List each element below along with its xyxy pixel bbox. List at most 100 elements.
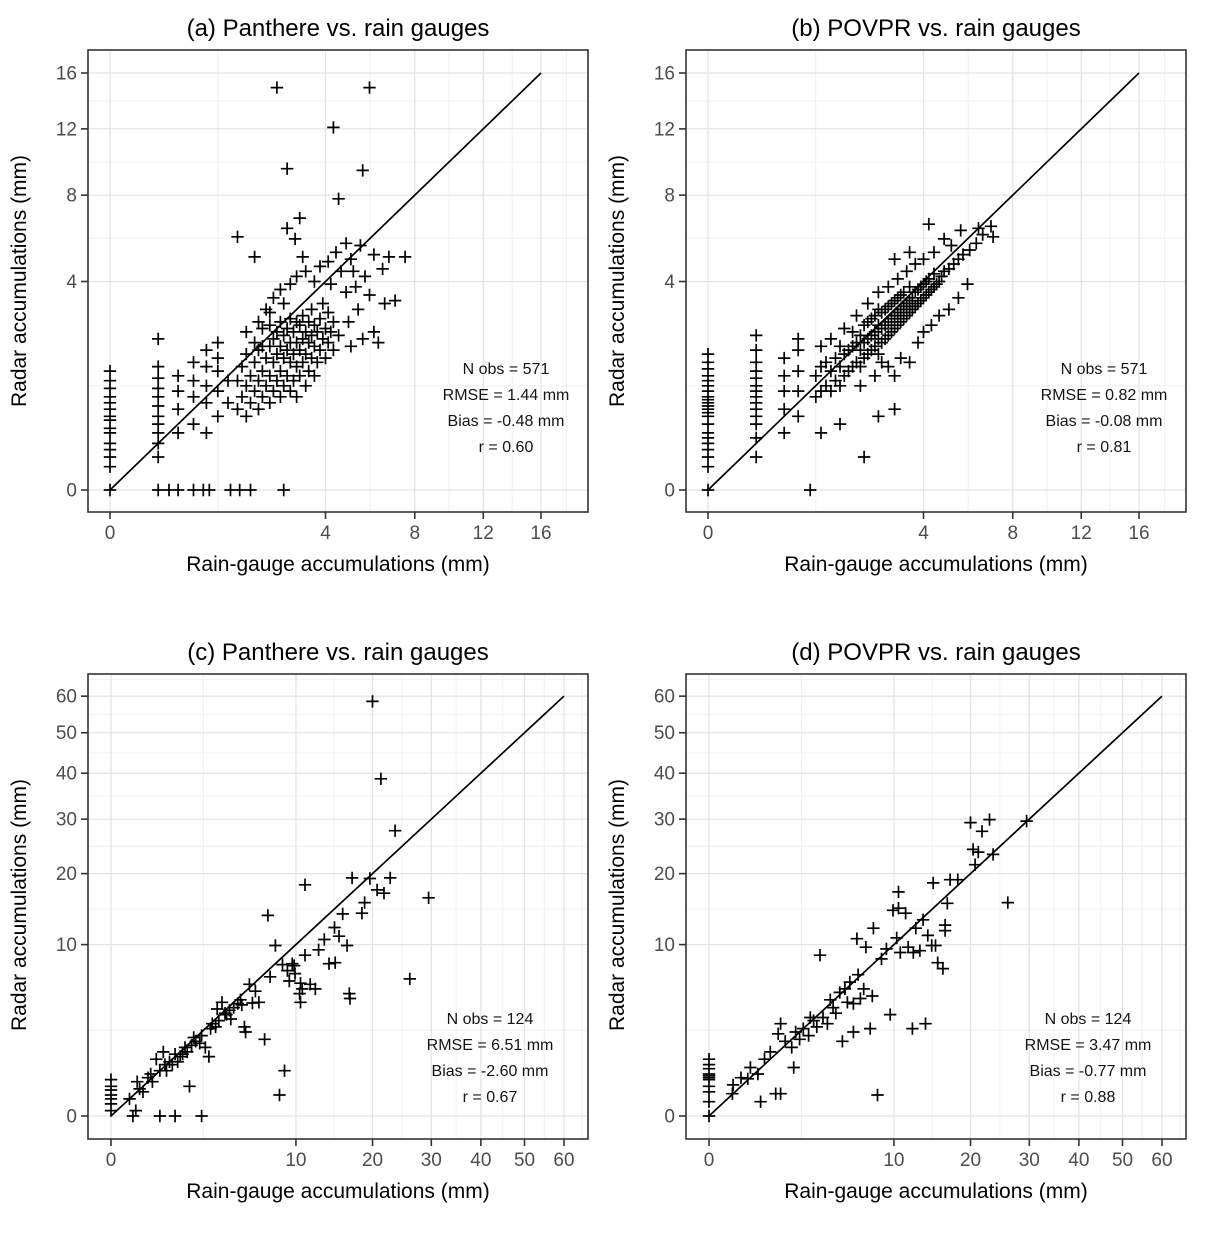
panel-c-plot-area: 0 0 10 10 20 20 30 30 40 40 50 50 60 60 [56, 673, 589, 1171]
x-tick-label: 0 [703, 523, 714, 544]
y-tick-label: 4 [664, 272, 675, 293]
x-tick-label: 50 [514, 1150, 535, 1171]
y-tick-label: 20 [56, 864, 77, 885]
y-tick-label: 12 [654, 119, 675, 140]
y-tick-label: 8 [664, 186, 675, 207]
stat-r: r = 0.67 [463, 1089, 518, 1106]
panel-b-title: (b) POVPR vs. rain gauges [791, 15, 1080, 42]
panel-d-x-axis-title: Rain-gauge accumulations (mm) [784, 1180, 1087, 1203]
stat-rmse: RMSE = 3.47 mm [1025, 1037, 1152, 1054]
stat-bias: Bias = -2.60 mm [432, 1063, 549, 1080]
x-tick-label: 30 [1019, 1150, 1040, 1171]
y-tick-label: 4 [66, 272, 77, 293]
x-tick-label: 8 [409, 523, 420, 544]
panel-border [685, 673, 1187, 1140]
stat-n-obs: N obs = 571 [463, 361, 550, 378]
stat-bias: Bias = -0.48 mm [448, 413, 565, 430]
panel-d-title: (d) POVPR vs. rain gauges [791, 639, 1080, 666]
panel-a-stats-annotation: N obs = 571 RMSE = 1.44 mm Bias = -0.48 … [443, 361, 570, 456]
stat-r: r = 0.60 [479, 439, 534, 456]
x-tick-label: 0 [106, 1150, 117, 1171]
data-points [701, 218, 1000, 497]
x-tick-label: 4 [918, 523, 929, 544]
y-tick-label: 50 [56, 723, 77, 744]
panel-b-plot: (b) POVPR vs. rain gauges Radar accumula… [606, 15, 1187, 576]
y-tick-label: 30 [654, 810, 675, 831]
y-tick-label: 0 [664, 1107, 675, 1128]
panel-c: (c) Panthere vs. rain gauges Radar accum… [8, 630, 592, 1204]
stat-rmse: RMSE = 6.51 mm [427, 1037, 554, 1054]
x-tick-label: 40 [470, 1150, 491, 1171]
y-tick-label: 10 [654, 935, 675, 956]
y-tick-label: 20 [654, 864, 675, 885]
x-tick-label: 4 [320, 523, 331, 544]
x-tick-label: 0 [704, 1150, 715, 1171]
stat-r: r = 0.88 [1061, 1089, 1116, 1106]
panel-a-title: (a) Panthere vs. rain gauges [187, 15, 490, 42]
x-tick-label: 16 [530, 523, 551, 544]
data-points [103, 81, 412, 497]
data-points [702, 813, 1033, 1123]
panel-c-title: (c) Panthere vs. rain gauges [187, 639, 489, 666]
panel-a-x-axis-title: Rain-gauge accumulations (mm) [186, 553, 489, 576]
x-tick-label: 60 [1151, 1150, 1172, 1171]
stat-n-obs: N obs = 124 [1045, 1011, 1132, 1028]
stat-r: r = 0.81 [1077, 439, 1132, 456]
y-tick-label: 16 [654, 64, 675, 85]
y-tick-label: 12 [56, 119, 77, 140]
y-tick-label: 0 [66, 481, 77, 502]
y-tick-label: 60 [654, 687, 675, 708]
stat-n-obs: N obs = 124 [447, 1011, 534, 1028]
y-tick-label: 60 [56, 687, 77, 708]
panel-a-plot: (a) Panthere vs. rain gauges Radar accum… [8, 15, 589, 576]
y-tick-label: 16 [56, 64, 77, 85]
panel-c-x-axis-title: Rain-gauge accumulations (mm) [186, 1180, 489, 1203]
panel-d-stats-annotation: N obs = 124 RMSE = 3.47 mm Bias = -0.77 … [1025, 1011, 1152, 1106]
panel-d-plot-area: 0 0 10 10 20 20 30 30 40 40 50 50 60 60 [654, 673, 1187, 1171]
x-tick-label: 10 [285, 1150, 306, 1171]
x-tick-label: 12 [1071, 523, 1092, 544]
x-tick-label: 60 [553, 1150, 574, 1171]
y-tick-label: 10 [56, 935, 77, 956]
panel-b: (b) POVPR vs. rain gauges Radar accumula… [606, 6, 1190, 580]
stat-n-obs: N obs = 571 [1061, 361, 1148, 378]
y-tick-label: 50 [654, 723, 675, 744]
x-tick-label: 10 [883, 1150, 904, 1171]
data-points [104, 695, 435, 1123]
y-tick-label: 0 [664, 481, 675, 502]
panel-d-y-axis-title: Radar accumulations (mm) [606, 779, 629, 1031]
x-tick-label: 12 [473, 523, 494, 544]
y-tick-label: 0 [66, 1107, 77, 1128]
panel-c-stats-annotation: N obs = 124 RMSE = 6.51 mm Bias = -2.60 … [427, 1011, 554, 1106]
panel-b-stats-annotation: N obs = 571 RMSE = 0.82 mm Bias = -0.08 … [1041, 361, 1168, 456]
panel-b-x-axis-title: Rain-gauge accumulations (mm) [784, 553, 1087, 576]
panel-c-y-axis-title: Radar accumulations (mm) [8, 779, 31, 1031]
panel-d: (d) POVPR vs. rain gauges Radar accumula… [606, 630, 1190, 1204]
x-tick-label: 20 [960, 1150, 981, 1171]
y-tick-label: 40 [56, 764, 77, 785]
x-tick-label: 40 [1068, 1150, 1089, 1171]
y-tick-label: 40 [654, 764, 675, 785]
x-tick-label: 0 [105, 523, 116, 544]
x-tick-label: 30 [421, 1150, 442, 1171]
stat-bias: Bias = -0.08 mm [1046, 413, 1163, 430]
identity-line [109, 72, 542, 491]
panel-a-y-axis-title: Radar accumulations (mm) [8, 155, 31, 407]
x-tick-label: 20 [362, 1150, 383, 1171]
figure-grid: (a) Panthere vs. rain gauges Radar accum… [8, 6, 1190, 1204]
y-tick-label: 8 [66, 186, 77, 207]
panel-a-plot-area: 0 0 4 4 8 8 12 12 16 16 [56, 49, 589, 544]
stat-rmse: RMSE = 1.44 mm [443, 387, 570, 404]
x-tick-label: 50 [1112, 1150, 1133, 1171]
y-tick-label: 30 [56, 810, 77, 831]
stat-rmse: RMSE = 0.82 mm [1041, 387, 1168, 404]
panel-b-y-axis-title: Radar accumulations (mm) [606, 155, 629, 407]
panel-b-plot-area: 0 0 4 4 8 8 12 12 16 16 [654, 49, 1187, 544]
panel-border [87, 673, 589, 1140]
panel-c-plot: (c) Panthere vs. rain gauges Radar accum… [8, 639, 589, 1203]
panel-a: (a) Panthere vs. rain gauges Radar accum… [8, 6, 592, 580]
stat-bias: Bias = -0.77 mm [1030, 1063, 1147, 1080]
x-tick-label: 8 [1007, 523, 1018, 544]
panel-d-plot: (d) POVPR vs. rain gauges Radar accumula… [606, 639, 1187, 1203]
x-tick-label: 16 [1128, 523, 1149, 544]
